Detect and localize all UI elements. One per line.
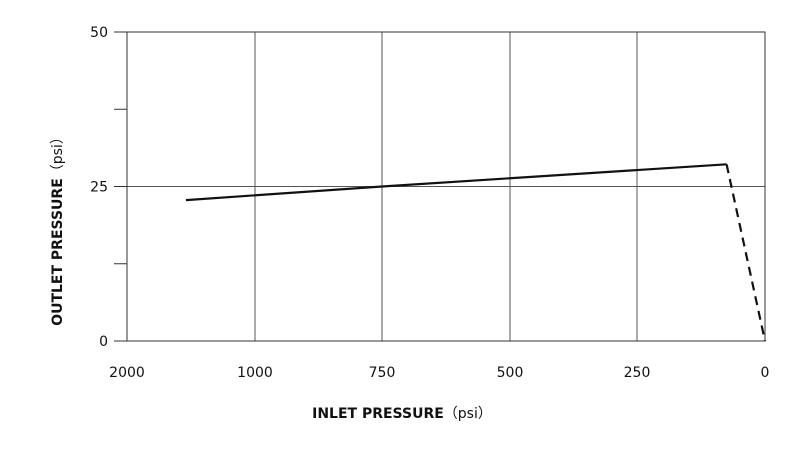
x-axis-title-main: INLET PRESSURE [312, 406, 444, 422]
y-tick-label: 0 [99, 334, 108, 350]
x-tick-label: 2000 [109, 365, 145, 381]
y-tick-label: 25 [90, 180, 108, 196]
x-tick-label: 0 [761, 365, 770, 381]
x-axis-title-unit: （psi） [444, 406, 492, 422]
x-tick-label: 1000 [237, 365, 273, 381]
y-tick-labels: 0 25 50 [90, 25, 108, 350]
x-tick-label: 250 [624, 365, 651, 381]
grid [127, 32, 765, 341]
x-tick-label: 500 [497, 365, 524, 381]
y-axis-title-main: OUTLET PRESSURE [50, 178, 66, 326]
x-tick-labels: 2000 1000 750 500 250 0 [109, 365, 769, 381]
series-line-solid [185, 163, 727, 202]
y-axis-title: OUTLET PRESSURE（psi） [50, 130, 66, 326]
tick-marks [114, 31, 127, 342]
y-axis-title-unit: （psi） [50, 130, 66, 178]
series-line-dashed [725, 164, 767, 342]
y-tick-label: 50 [90, 25, 108, 41]
x-axis-title: INLET PRESSURE（psi） [312, 406, 492, 422]
series-layer [185, 163, 767, 342]
x-tick-label: 750 [369, 365, 396, 381]
